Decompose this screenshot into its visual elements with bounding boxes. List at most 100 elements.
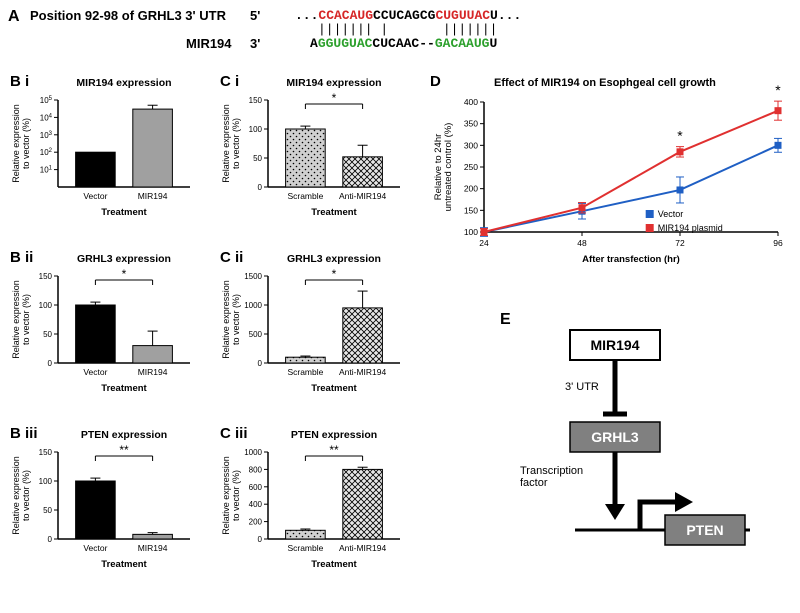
svg-text:Anti-MIR194: Anti-MIR194 — [339, 191, 387, 201]
svg-text:100: 100 — [249, 125, 263, 134]
svg-text:100: 100 — [39, 477, 53, 486]
svg-text:GRHL3: GRHL3 — [591, 429, 639, 445]
svg-text:PTEN expression: PTEN expression — [81, 429, 167, 441]
svg-text:400: 400 — [249, 500, 263, 509]
panel-a-title: Position 92-98 of GRHL3 3' UTR — [30, 8, 226, 23]
panel-a-label: A — [8, 8, 20, 26]
svg-text:50: 50 — [253, 154, 262, 163]
svg-text:Relative expressionto vector (: Relative expressionto vector (%) — [11, 456, 31, 535]
svg-text:*: * — [677, 128, 683, 144]
svg-text:Relative expressionto vector (: Relative expressionto vector (%) — [11, 280, 31, 359]
svg-text:0: 0 — [48, 535, 53, 544]
svg-text:0: 0 — [48, 359, 53, 368]
prime3: 3' — [250, 36, 260, 51]
svg-text:MIR194 plasmid: MIR194 plasmid — [658, 223, 723, 233]
svg-text:0: 0 — [258, 183, 263, 192]
svg-text:250: 250 — [464, 162, 478, 172]
svg-text:101: 101 — [40, 166, 53, 175]
svg-text:150: 150 — [249, 96, 263, 105]
svg-text:350: 350 — [464, 119, 478, 129]
svg-text:Relative expressionto vector (: Relative expressionto vector (%) — [221, 280, 241, 359]
svg-text:Vector: Vector — [83, 191, 107, 201]
svg-text:3' UTR: 3' UTR — [565, 381, 599, 393]
svg-text:200: 200 — [464, 184, 478, 194]
svg-text:Treatment: Treatment — [101, 207, 147, 218]
svg-text:Relative expressionto vector (: Relative expressionto vector (%) — [221, 456, 241, 535]
svg-text:48: 48 — [577, 238, 587, 248]
chart-d: D Effect of MIR194 on Esophgeal cell grow… — [430, 72, 790, 272]
chart-ciii: C iii PTEN expression 0 200 400 600 800 1000Rel… — [220, 424, 410, 584]
svg-text:PTEN: PTEN — [686, 522, 723, 538]
svg-text:104: 104 — [40, 113, 53, 122]
svg-text:150: 150 — [39, 272, 53, 281]
chart-bi: B i MIR194 expression 101 102 103 104 105 Relat… — [10, 72, 200, 232]
svg-text:E: E — [500, 311, 511, 328]
top-sequence: ...CCACAUGCCUCAGCGCUGUUACU... — [295, 8, 521, 23]
svg-text:Transcription: Transcription — [520, 465, 583, 477]
svg-text:Vector: Vector — [658, 209, 684, 219]
svg-text:Treatment: Treatment — [311, 207, 357, 218]
svg-text:500: 500 — [249, 330, 263, 339]
svg-text:103: 103 — [40, 131, 53, 140]
svg-text:MIR194: MIR194 — [138, 367, 168, 377]
mir194-label: MIR194 — [186, 36, 232, 51]
svg-text:600: 600 — [249, 483, 263, 492]
svg-text:MIR194 expression: MIR194 expression — [76, 77, 171, 89]
svg-text:D: D — [430, 73, 441, 90]
svg-text:MIR194: MIR194 — [138, 191, 168, 201]
svg-text:Vector: Vector — [83, 543, 107, 553]
svg-text:Effect of MIR194 on Esophgeal: Effect of MIR194 on Esophgeal cell growt… — [494, 77, 716, 89]
svg-text:150: 150 — [464, 205, 478, 215]
chart-biii: B iii PTEN expression 0 50 100 150 Relative ex… — [10, 424, 200, 584]
svg-text:C i: C i — [220, 73, 239, 90]
svg-text:200: 200 — [249, 518, 263, 527]
svg-text:300: 300 — [464, 140, 478, 150]
svg-text:B iii: B iii — [10, 425, 38, 442]
svg-text:Treatment: Treatment — [311, 559, 357, 570]
svg-text:*: * — [122, 267, 127, 281]
svg-text:*: * — [332, 267, 337, 281]
svg-text:105: 105 — [40, 96, 53, 105]
prime5: 5' — [250, 8, 260, 23]
svg-text:PTEN expression: PTEN expression — [291, 429, 377, 441]
svg-text:150: 150 — [39, 448, 53, 457]
svg-text:Scramble: Scramble — [287, 191, 323, 201]
svg-text:Anti-MIR194: Anti-MIR194 — [339, 543, 387, 553]
bottom-sequence: AGGUGUACCUCAAC--GACAAUGU — [310, 36, 497, 51]
svg-text:MIR194 expression: MIR194 expression — [286, 77, 381, 89]
chart-bii: B iiGRHL3 expression050100150Relative ex… — [10, 248, 200, 408]
svg-text:**: ** — [119, 443, 129, 457]
svg-text:Treatment: Treatment — [101, 383, 147, 394]
svg-text:Relative expressionto vector (: Relative expressionto vector (%) — [221, 104, 241, 183]
svg-text:B i: B i — [10, 73, 29, 90]
svg-text:24: 24 — [479, 238, 489, 248]
svg-text:Vector: Vector — [83, 367, 107, 377]
svg-text:MIR194: MIR194 — [590, 337, 639, 353]
svg-text:Relative expressionto vector (: Relative expressionto vector (%) — [11, 104, 31, 183]
svg-text:*: * — [332, 91, 337, 105]
svg-text:*: * — [775, 82, 781, 98]
svg-text:0: 0 — [258, 359, 263, 368]
pair-lines: ||||||| | ||||||| — [318, 22, 497, 37]
svg-text:400: 400 — [464, 97, 478, 107]
svg-text:GRHL3 expression: GRHL3 expression — [287, 253, 381, 265]
svg-text:0: 0 — [258, 535, 263, 544]
svg-text:50: 50 — [43, 330, 52, 339]
svg-text:800: 800 — [249, 465, 263, 474]
svg-text:After transfection (hr): After transfection (hr) — [582, 254, 680, 265]
svg-text:100: 100 — [39, 301, 53, 310]
svg-text:Treatment: Treatment — [101, 559, 147, 570]
svg-text:1000: 1000 — [244, 301, 262, 310]
svg-text:MIR194: MIR194 — [138, 543, 168, 553]
svg-text:factor: factor — [520, 477, 548, 489]
svg-text:Scramble: Scramble — [287, 543, 323, 553]
svg-text:50: 50 — [43, 506, 52, 515]
panel-e: E MIR194 3' UTR GRHL3 Transcriptionfactor PTE… — [500, 310, 760, 605]
svg-text:B ii: B ii — [10, 249, 33, 266]
svg-text:Anti-MIR194: Anti-MIR194 — [339, 367, 387, 377]
svg-text:C iii: C iii — [220, 425, 248, 442]
svg-text:**: ** — [329, 443, 339, 457]
svg-text:1000: 1000 — [244, 448, 262, 457]
svg-text:1500: 1500 — [244, 272, 262, 281]
svg-text:102: 102 — [40, 148, 53, 157]
